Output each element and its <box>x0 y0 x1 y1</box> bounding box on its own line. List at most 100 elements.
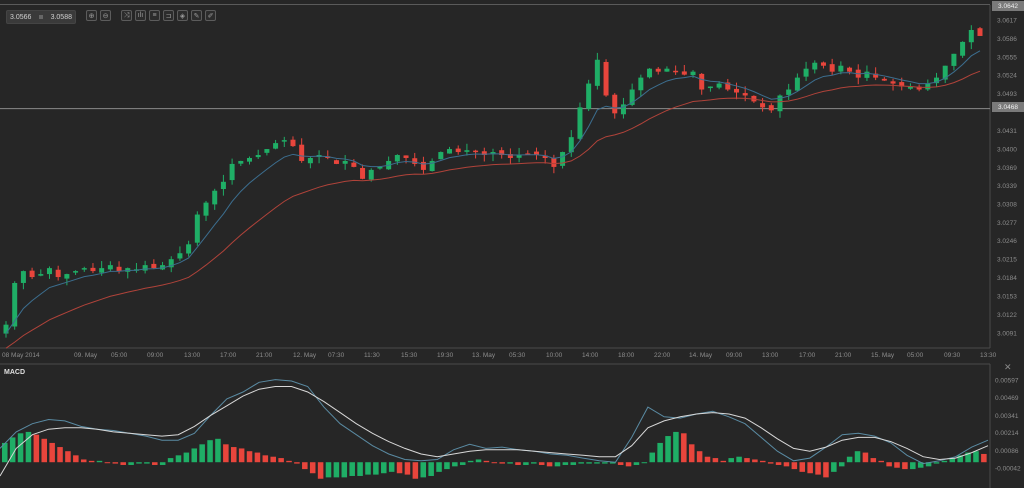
macd-histogram-bar <box>704 456 711 463</box>
price-axis-label: 3.0091 <box>997 331 1017 338</box>
macd-histogram-bar <box>973 451 979 463</box>
macd-histogram-bar <box>302 462 308 470</box>
macd-histogram-bar <box>633 462 640 465</box>
candle-body <box>707 86 713 89</box>
candle-body <box>655 68 661 72</box>
macd-histogram-bar <box>657 442 663 463</box>
time-axis-label: 05:30 <box>509 352 526 359</box>
macd-histogram-bar <box>523 462 529 465</box>
macd-histogram-bar <box>957 455 963 463</box>
macd-histogram-bar <box>65 451 71 463</box>
bid-ask-box[interactable]: 3.0566 3.0588 <box>6 10 76 24</box>
candle-body <box>46 268 52 275</box>
macd-histogram-bar <box>752 459 758 463</box>
macd-title: MACD <box>4 369 25 376</box>
candle-body <box>186 244 192 254</box>
zoom-in-button[interactable]: ⊕ <box>86 10 97 21</box>
candle-body <box>255 155 261 158</box>
macd-histogram-bar <box>609 462 616 464</box>
candle-body <box>3 324 9 334</box>
candle-body <box>916 86 922 90</box>
candle-body <box>794 77 800 91</box>
macd-histogram-bar <box>578 462 584 464</box>
candle-body <box>394 155 400 162</box>
macd-histogram-bar <box>815 462 821 475</box>
time-axis-label: 09:00 <box>726 352 743 359</box>
macd-histogram-bar <box>602 462 608 464</box>
candle-body <box>142 265 148 271</box>
candle-body <box>507 154 513 158</box>
time-axis-label: 21:00 <box>256 352 273 359</box>
time-axis-label: 05:00 <box>111 352 128 359</box>
candle-body <box>847 67 853 72</box>
candle-body <box>81 268 87 270</box>
edit-button[interactable]: ✎ <box>191 10 202 21</box>
candle-body <box>238 160 244 164</box>
macd-histogram-bar <box>444 462 450 470</box>
macd-histogram-bar <box>238 448 245 463</box>
macd-axis-label: 0.00597 <box>995 378 1019 385</box>
indicators-button[interactable]: ılı <box>135 10 146 21</box>
macd-histogram-bar <box>878 460 884 463</box>
candle-body <box>177 253 183 259</box>
candle-body <box>368 169 374 180</box>
macd-histogram-bar <box>412 462 419 479</box>
candle-body <box>29 270 35 278</box>
candle-body <box>803 68 809 77</box>
macd-axis-label: -0.00042 <box>995 466 1021 473</box>
macd-histogram-bar <box>112 462 119 464</box>
time-axis-label: 05:00 <box>907 352 924 359</box>
macd-histogram-bar <box>246 451 253 463</box>
macd-histogram-bar <box>925 462 932 467</box>
candle-body <box>473 150 479 153</box>
macd-histogram-bar <box>25 431 32 463</box>
candle-body <box>481 151 487 156</box>
time-axis-label: 09. May <box>74 352 98 359</box>
candle-body <box>351 162 357 167</box>
candle-body <box>977 28 983 36</box>
candle-body <box>647 68 653 78</box>
macd-histogram-bar <box>515 462 521 465</box>
objects-button[interactable]: ◈ <box>177 10 188 21</box>
macd-histogram-bar <box>183 452 190 463</box>
close-macd-icon[interactable]: ✕ <box>1004 362 1012 372</box>
macd-histogram-bar <box>531 462 537 464</box>
candle-body <box>525 153 531 155</box>
settings-lines-button[interactable]: ≡ <box>149 10 160 21</box>
time-axis-label: 21:00 <box>835 352 852 359</box>
moving-average-slow-line <box>5 70 981 349</box>
bid-price: 3.0566 <box>10 13 32 21</box>
macd-histogram-bar <box>838 462 845 467</box>
time-axis-label: 19:30 <box>437 352 454 359</box>
candle-body <box>551 157 557 167</box>
macd-histogram-bar <box>294 462 300 464</box>
zoom-out-button[interactable]: ⊖ <box>100 10 111 21</box>
candle-body <box>90 267 96 272</box>
candle-body <box>577 107 583 139</box>
candle-body <box>273 143 279 149</box>
candle-body <box>281 140 287 142</box>
candle-body <box>264 149 270 153</box>
macd-histogram-bar <box>41 438 48 463</box>
macd-histogram-bar <box>917 462 924 468</box>
price-axis-label: 3.0184 <box>997 275 1017 282</box>
draw-button[interactable]: ✐ <box>205 10 216 21</box>
candle-body <box>760 103 766 108</box>
candle-body <box>960 41 966 56</box>
macd-histogram-bar <box>73 455 79 463</box>
price-axis-label: 3.0400 <box>997 147 1017 154</box>
chart-type-button[interactable]: ⤨ <box>121 10 132 21</box>
candle-body <box>299 144 305 161</box>
moving-average-fast-line <box>5 50 981 334</box>
candle-body <box>542 155 548 158</box>
price-axis-label: 3.0215 <box>997 257 1017 264</box>
candle-body <box>907 86 913 89</box>
time-axis-label: 08 May 2014 <box>2 352 40 359</box>
template-button[interactable]: ⊐ <box>163 10 174 21</box>
macd-histogram-bar <box>744 458 750 463</box>
draw-icon: ✐ <box>207 12 214 20</box>
candle-body <box>151 263 157 269</box>
candle-body <box>203 202 209 216</box>
macd-histogram-bar <box>428 462 434 476</box>
